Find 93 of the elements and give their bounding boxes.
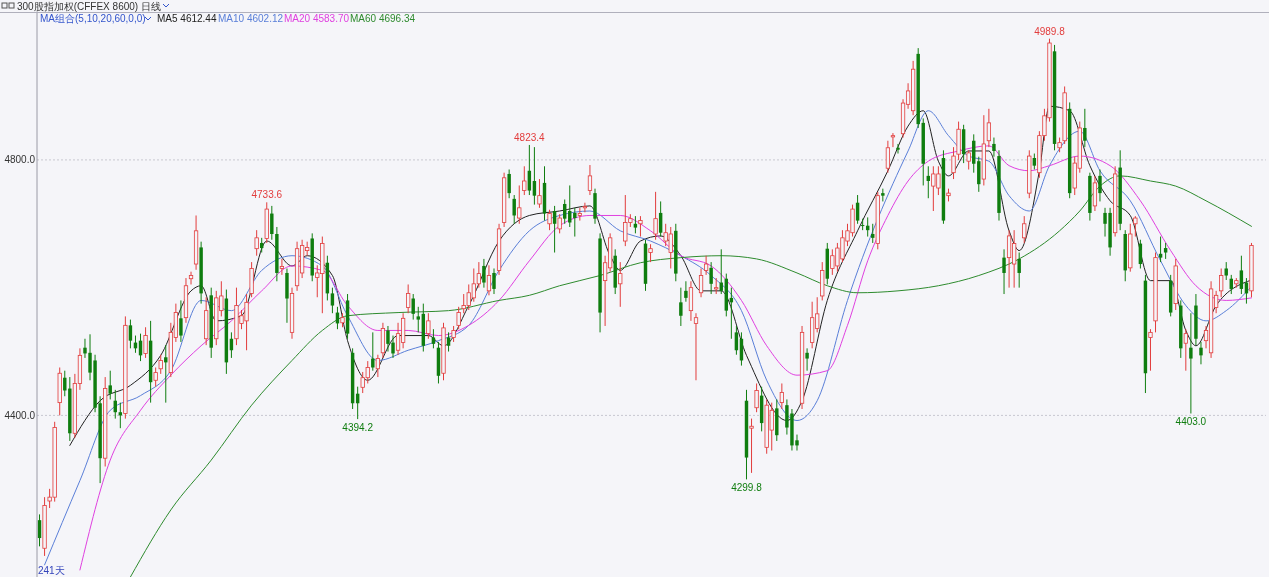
candlestick [279,258,285,276]
candlestick [512,194,516,225]
candlestick [143,326,148,359]
candlestick [557,213,562,234]
candlestick [270,205,274,241]
annotation: 4989.8 [1034,25,1066,37]
candlestick [638,215,643,238]
annotation: 4823.4 [514,131,546,143]
candlestick [1158,236,1163,263]
annotation: 4394.2 [342,422,374,434]
candlestick [568,184,572,228]
candlestick [871,223,875,244]
candlestick [330,287,335,314]
candlestick [977,156,981,193]
candlestick [1002,248,1006,295]
candlestick [1219,267,1224,298]
annotation: 4299.8 [731,482,763,494]
candlestick [587,164,593,196]
candlestick [1183,328,1188,372]
candlestick [83,338,87,359]
candlestick [1189,312,1193,414]
candlestick [577,207,582,222]
candlestick [1083,108,1087,148]
candlestick [517,184,522,225]
candlestick [188,271,194,285]
candlestick [375,354,380,378]
candlestick [456,306,461,330]
candlestick [573,207,577,238]
candlestick [153,367,158,388]
text: MA20 4583.70 [284,13,350,24]
candlestick [562,199,567,225]
candlestick [492,267,496,295]
candlestick [537,178,542,209]
line-series [69,105,1252,446]
candlestick [1199,341,1203,365]
candlestick [1022,215,1027,244]
candlestick [992,137,996,158]
candlestick [951,146,956,180]
candlestick [860,218,865,231]
candlestick [371,331,375,372]
y-tick-label: 4400.0 [4,409,36,421]
candlestick [507,168,511,199]
candlestick [1092,175,1098,212]
candlestick [179,299,183,343]
candlestick [779,382,784,410]
y-tick-label: 4800.0 [4,154,36,166]
candlestick [254,229,259,257]
candlestick [693,312,699,381]
candlestick [805,347,809,372]
candlestick [890,132,896,148]
candlestick [698,267,704,298]
candlestick [653,191,658,241]
candlestick [532,146,537,206]
candlestick [1148,328,1153,372]
candlestick [395,322,401,356]
candlestick [618,261,623,308]
candlestick [1133,215,1138,238]
candlestick [582,202,588,213]
candlestick [486,264,492,296]
candlestick [482,258,486,289]
candlestick [709,261,713,295]
candlestick [749,418,754,474]
candlestick [446,331,451,353]
x-axis-title: 241天 [38,565,65,576]
candlestick [688,280,694,322]
text: MA10 4602.12 [218,13,284,24]
candlestick [128,319,133,349]
candlestick [703,255,709,276]
candlestick [406,283,411,314]
candlestick [547,209,552,231]
annotation: 4733.6 [251,189,283,201]
chart-title: 300股指加权(CFFEX 8600) [17,0,139,12]
legend-title: MA组合(5,10,20,60,0,0) [40,13,146,24]
candlestick [431,328,436,349]
text: MA5 4612.44 [157,13,217,24]
candlestick [754,382,759,413]
annotation: 4403.0 [1175,416,1207,428]
candlestick [684,280,688,303]
candlestick [522,165,527,196]
candlestick [986,108,991,148]
candlestick [966,149,971,170]
candlestick [1098,168,1102,202]
chart-subtitle: 日线 [141,0,161,12]
candlestick [158,354,163,375]
candlestick [426,312,431,340]
candlestick [896,143,900,155]
candlestick [679,287,683,327]
candlestick [416,306,420,333]
text: MA60 4696.34 [350,13,416,24]
candlestick [1017,252,1021,289]
candlestick [108,370,112,400]
candlestick [411,293,415,321]
candlestick [885,140,891,174]
